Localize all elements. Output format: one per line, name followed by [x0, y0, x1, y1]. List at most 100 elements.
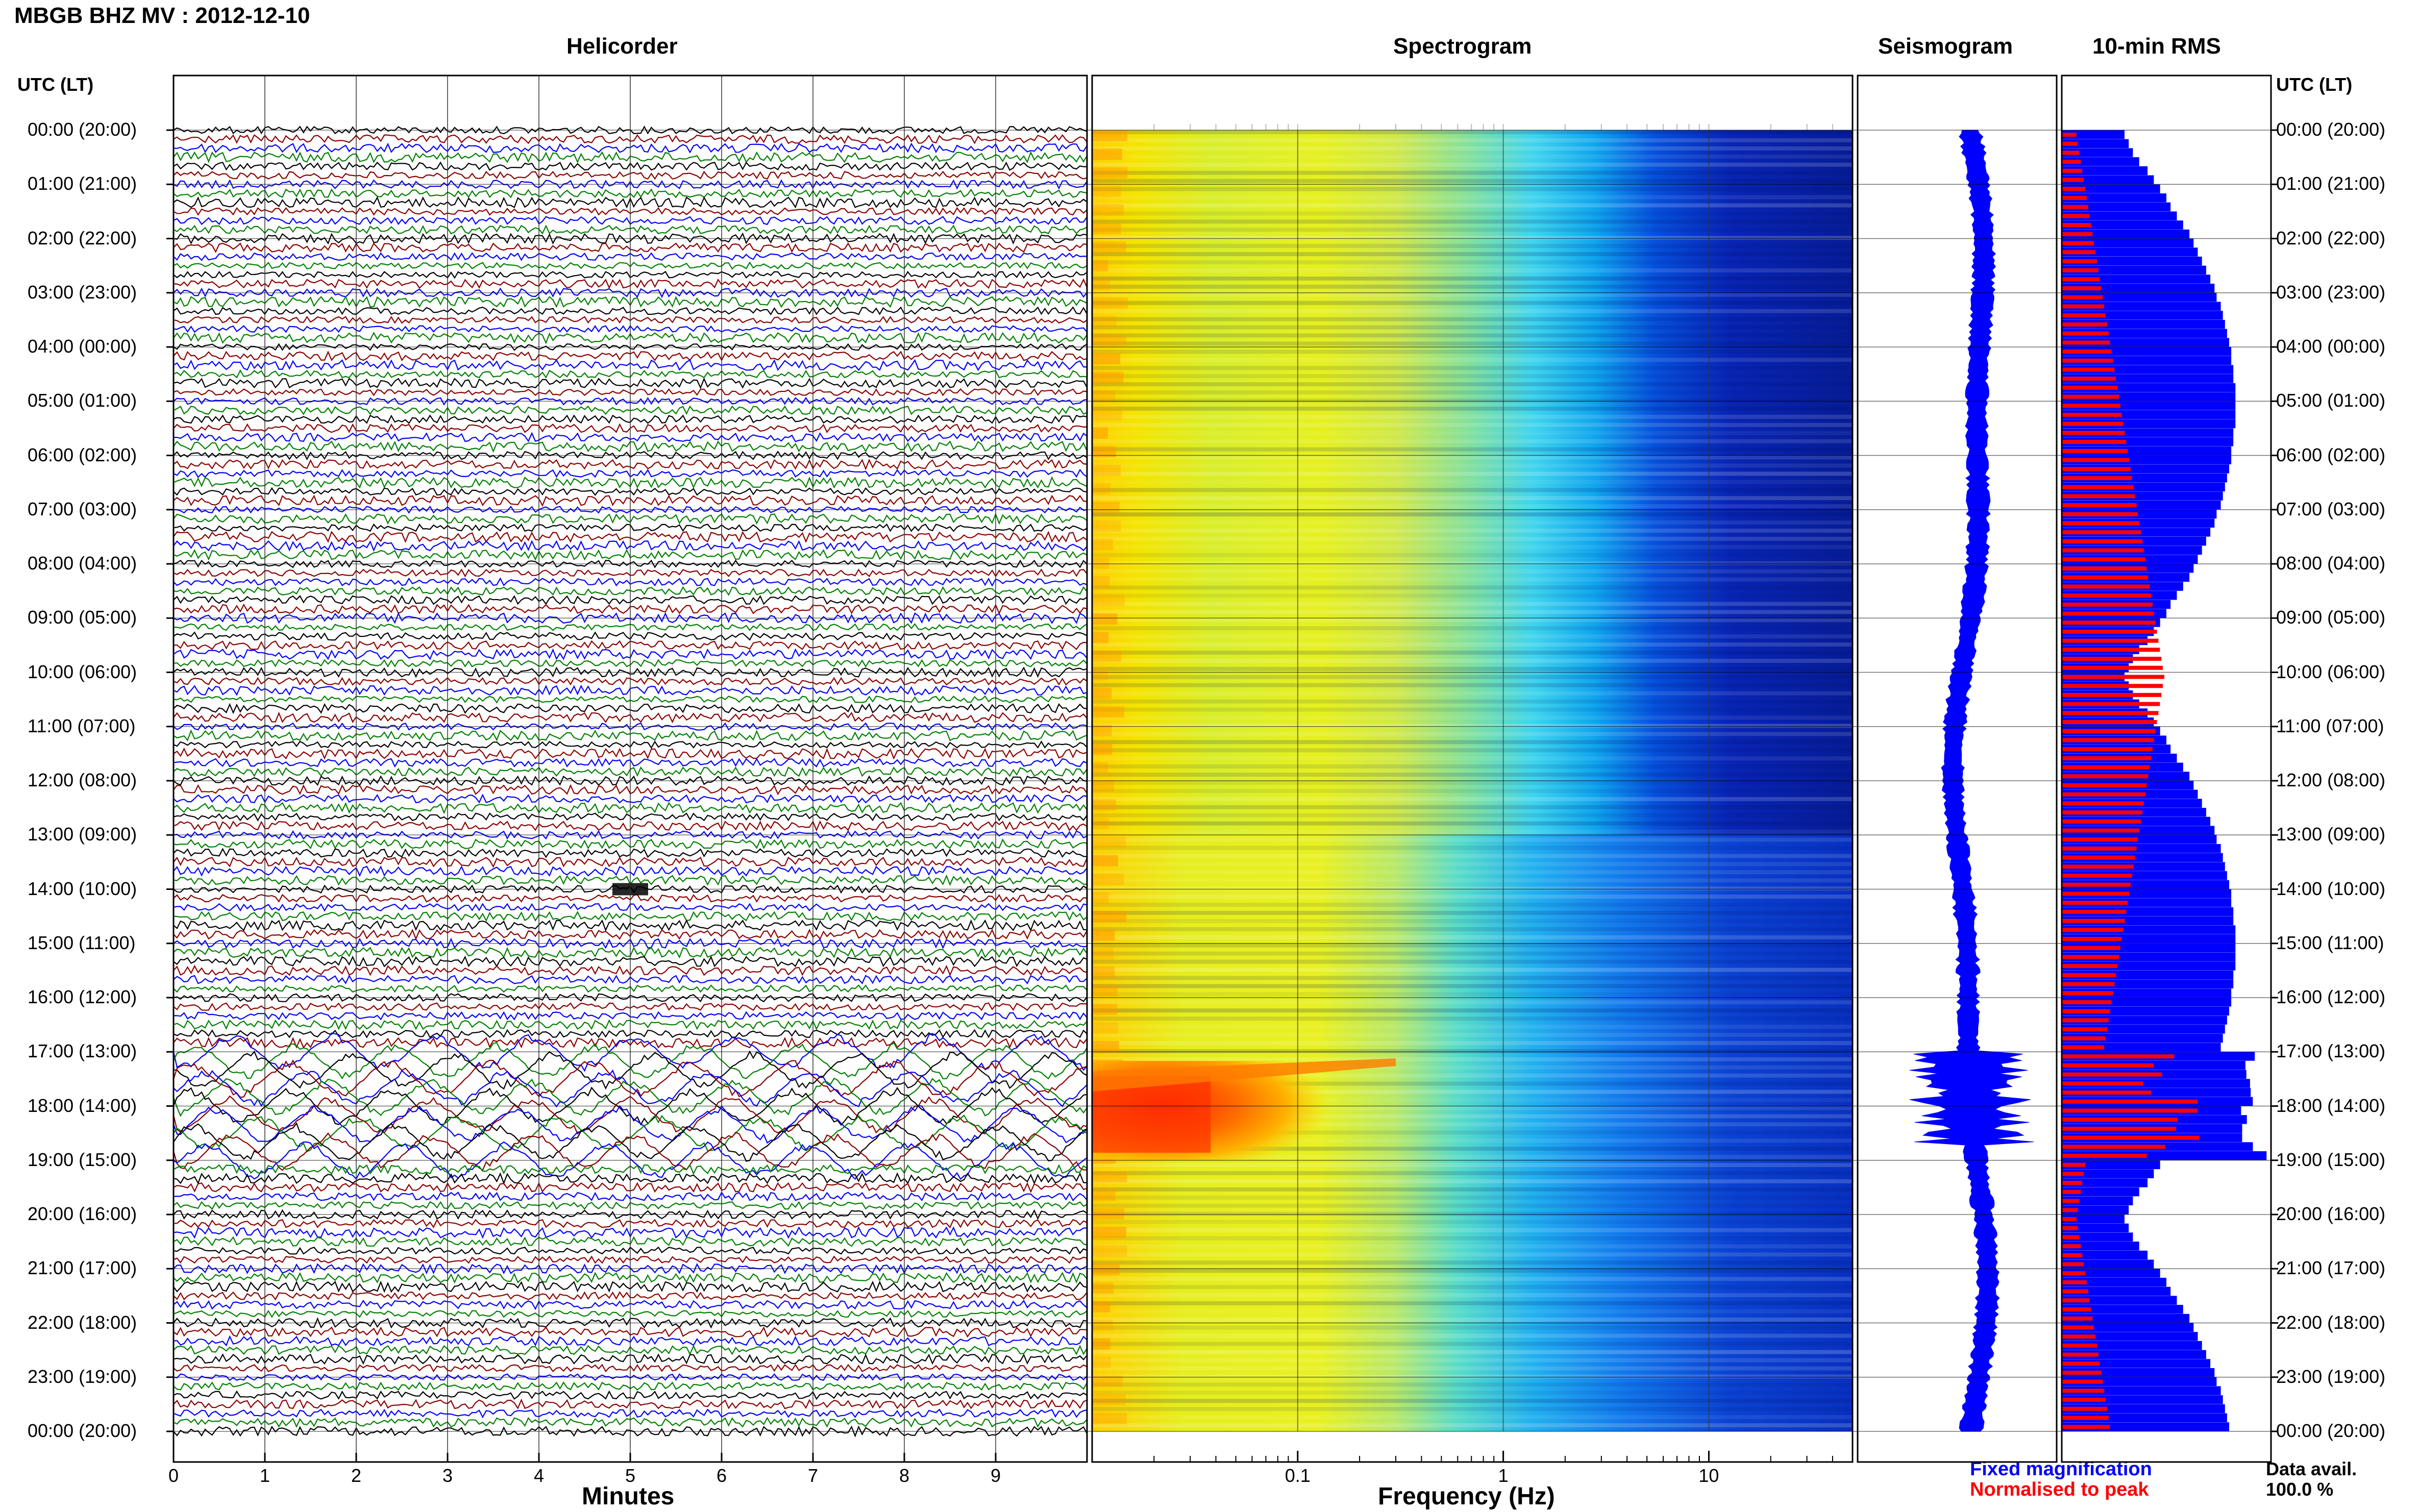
time-tick-label-right: 23:00 (19:00): [2276, 1366, 2386, 1387]
spectrogram-row: [1092, 130, 1853, 134]
rms-bar-normalised: [2062, 801, 2144, 806]
rms-bar-normalised: [2062, 837, 2138, 842]
rms-bar-normalised: [2062, 711, 2159, 715]
spectrogram-lowfreq-cell: [1092, 353, 1121, 364]
rms-bar-fixed: [2062, 1079, 2250, 1088]
rms-bar-normalised: [2062, 394, 2119, 399]
spectrogram-row: [1092, 1049, 1853, 1053]
rms-bar-normalised: [2062, 557, 2145, 562]
rms-bar-fixed: [2062, 1259, 2154, 1269]
rms-bar-fixed: [2062, 193, 2166, 203]
time-tick-label-right: 15:00 (11:00): [2276, 932, 2384, 953]
rms-bar-normalised: [2062, 937, 2122, 941]
helicorder-title: Helicorder: [566, 34, 678, 59]
spectrogram-row: [1092, 398, 1853, 403]
rms-bar-normalised: [2062, 1018, 2109, 1023]
rms-plot: [2062, 130, 2267, 1431]
spectrogram-row: [1092, 1138, 1853, 1143]
time-tick-label-right: 20:00 (16:00): [2276, 1203, 2386, 1224]
spectrogram-row: [1092, 1366, 1853, 1371]
spectrogram-row: [1092, 959, 1853, 964]
spectrogram-row: [1092, 618, 1853, 623]
time-tick-label-left: 11:00 (07:00): [28, 715, 136, 736]
rms-bar-normalised: [2062, 322, 2107, 327]
rms-bar-normalised: [2062, 1108, 2198, 1113]
spectrogram-row: [1092, 350, 1853, 354]
spectrogram-row: [1092, 878, 1853, 883]
rms-bar-normalised: [2062, 1145, 2165, 1149]
spectrogram-lowfreq-cell: [1092, 1264, 1120, 1275]
rms-bar-fixed: [2062, 853, 2223, 862]
spectrogram-row: [1092, 699, 1853, 704]
rms-bar-fixed: [2062, 952, 2236, 961]
rms-bar-fixed: [2062, 139, 2129, 148]
spectrogram-lowfreq-cell: [1092, 186, 1121, 197]
rms-bar-normalised: [2062, 1154, 2147, 1158]
spectrogram-row: [1092, 732, 1853, 736]
rms-bar-normalised: [2062, 187, 2085, 191]
rms-bar-fixed: [2062, 1341, 2202, 1350]
spectrogram-lowfreq-cell: [1092, 929, 1115, 941]
rms-bar-normalised: [2062, 1172, 2084, 1176]
rms-bar-normalised: [2062, 738, 2154, 742]
spectrogram-row: [1092, 968, 1853, 972]
spectrogram-xlabel: Frequency (Hz): [1378, 1483, 1555, 1510]
rms-bar-normalised: [2062, 1090, 2151, 1095]
rms-bar-fixed: [2062, 871, 2227, 880]
rms-bar-normalised: [2062, 1036, 2106, 1040]
time-tick-label-right: 08:00 (04:00): [2276, 553, 2386, 574]
rms-bar-normalised: [2062, 874, 2132, 878]
rms-bar-fixed: [2062, 862, 2225, 871]
rms-bar-normalised: [2062, 1045, 2105, 1050]
time-tick-label-left: 07:00 (03:00): [28, 498, 137, 519]
rms-bar-normalised: [2062, 1334, 2095, 1339]
rms-bar-fixed: [2062, 446, 2232, 456]
rms-bar-fixed: [2062, 1305, 2183, 1314]
rms-bar-normalised: [2062, 1253, 2083, 1257]
rms-bar-fixed: [2062, 157, 2139, 166]
spectrogram-row: [1092, 1147, 1853, 1151]
rms-bar-fixed: [2062, 184, 2160, 193]
rms-bar-normalised: [2062, 449, 2128, 453]
rms-bar-normalised: [2062, 1208, 2078, 1212]
rms-bar-normalised: [2062, 1425, 2110, 1429]
rms-bar-fixed: [2062, 1278, 2166, 1287]
spectrogram-row: [1092, 195, 1853, 200]
time-tick-label-right: 04:00 (00:00): [2276, 336, 2386, 357]
rms-bar-fixed: [2062, 265, 2206, 275]
spectrogram-row: [1092, 870, 1853, 875]
rms-bar-fixed: [2062, 1043, 2221, 1052]
spectrogram-row: [1092, 138, 1853, 142]
frequency-tick-label: 1: [1498, 1465, 1509, 1486]
spectrogram-lowfreq-cell: [1092, 260, 1108, 271]
spectrogram-row: [1092, 496, 1853, 501]
spectrogram-row: [1092, 146, 1853, 151]
spectrogram-row: [1092, 1358, 1853, 1362]
rms-bar-normalised: [2062, 503, 2137, 507]
rms-bar-normalised: [2062, 747, 2153, 752]
rms-bar-fixed: [2062, 329, 2227, 338]
spectrogram-row: [1092, 170, 1853, 175]
spectrogram-row: [1092, 1000, 1853, 1005]
rms-bar-normalised: [2062, 684, 2163, 688]
spectrogram-row: [1092, 1106, 1853, 1110]
spectrogram-lowfreq-cell: [1092, 725, 1112, 736]
rms-bar-normalised: [2062, 982, 2115, 986]
rms-bar-normalised: [2062, 1371, 2102, 1375]
spectrogram-row: [1092, 1309, 1853, 1313]
time-tick-label-right: 22:00 (18:00): [2276, 1311, 2386, 1333]
rms-bar-fixed: [2062, 898, 2232, 907]
rms-bar-fixed: [2062, 347, 2232, 356]
rms-bar-normalised: [2062, 286, 2102, 290]
spectrogram-row: [1092, 642, 1853, 647]
spectrogram-lowfreq-cell: [1092, 1375, 1123, 1387]
spectrogram-lowfreq-cell: [1092, 148, 1122, 160]
time-tick-label-left: 15:00 (11:00): [28, 932, 136, 953]
rms-bar-fixed: [2062, 319, 2225, 329]
rms-bar-normalised: [2062, 422, 2124, 426]
rms-bar-fixed: [2062, 401, 2236, 410]
spectrogram-lowfreq-cell: [1092, 520, 1121, 532]
rms-bar-fixed: [2062, 943, 2236, 953]
rms-bar-fixed: [2062, 934, 2236, 944]
spectrogram-row: [1092, 317, 1853, 321]
